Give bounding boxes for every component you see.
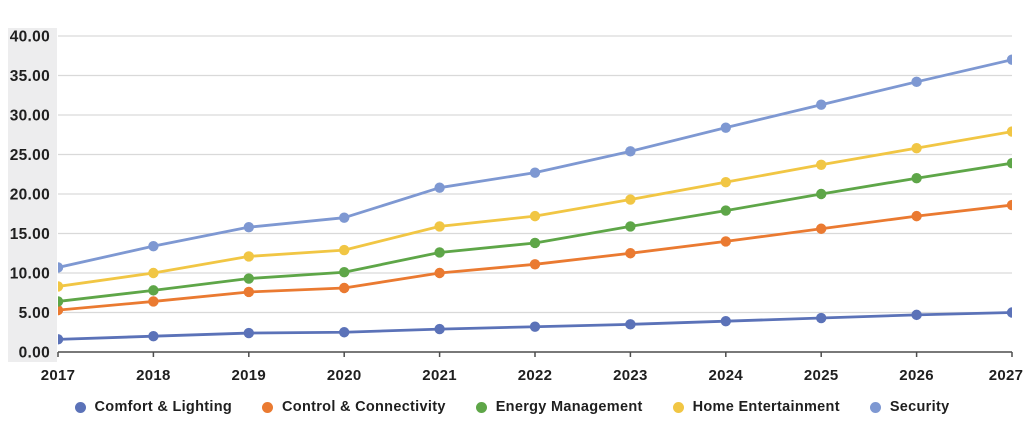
series-line-security [58,58,1012,269]
data-point-home-entertainment-2020 [339,244,350,256]
y-tick-label: 25.00 [10,147,50,164]
y-tick-label: 40.00 [10,29,50,46]
data-point-comfort-lighting-2027 [1006,307,1012,318]
x-tick-label: 2026 [899,367,934,384]
data-point-home-entertainment-2025 [816,159,827,170]
data-point-energy-management-2017 [58,296,64,307]
legend-item-control-connectivity: Control & Connectivity [262,399,446,415]
data-point-security-2019 [243,221,254,233]
data-point-home-entertainment-2021 [434,221,445,232]
y-axis-label-band [8,28,57,362]
data-point-comfort-lighting-2018 [148,331,159,342]
legend-label: Comfort & Lighting [94,399,233,415]
data-point-energy-management-2027 [1006,157,1012,169]
data-point-security-2025 [816,99,827,110]
y-tick-label: 30.00 [10,108,50,125]
data-point-comfort-lighting-2023 [625,319,636,330]
data-point-control-connectivity-2019 [243,286,254,298]
data-point-security-2018 [148,240,159,252]
legend-label: Energy Management [495,399,643,415]
x-tick-label: 2017 [41,367,76,384]
x-tick-label: 2023 [613,367,648,384]
data-point-control-connectivity-2025 [816,223,827,234]
x-tick-label: 2027 [989,367,1024,384]
chart-legend: Comfort & Lighting Control & Connectivity… [0,399,1024,415]
legend-dot-icon [475,401,487,413]
x-tick-label: 2021 [422,367,457,384]
y-tick-label: 10.00 [10,266,50,283]
y-tick-label: 35.00 [10,68,50,85]
data-point-comfort-lighting-2025 [816,312,827,324]
x-tick-label: 2025 [804,367,839,384]
data-point-security-2023 [625,146,636,157]
y-tick-label: 15.00 [10,226,50,243]
data-point-comfort-lighting-2017 [58,334,64,345]
data-point-security-2017 [58,262,64,273]
legend-item-home-entertainment: Home Entertainment [672,399,840,415]
series-line-energy-management [58,161,1012,303]
data-point-energy-management-2018 [148,285,159,296]
data-point-security-2020 [339,212,350,223]
data-point-home-entertainment-2017 [58,281,64,292]
data-point-energy-management-2026 [911,173,922,184]
data-point-comfort-lighting-2019 [243,327,254,339]
data-point-control-connectivity-2021 [434,267,445,279]
data-point-control-connectivity-2027 [1006,199,1012,211]
data-point-comfort-lighting-2026 [911,309,922,321]
data-point-control-connectivity-2020 [339,282,350,294]
data-point-security-2027 [1006,54,1012,65]
data-point-energy-management-2023 [625,221,636,232]
data-point-control-connectivity-2018 [148,296,159,307]
x-tick-label: 2018 [136,367,171,384]
data-point-security-2026 [911,76,922,88]
data-point-control-connectivity-2024 [720,236,731,247]
data-point-energy-management-2025 [816,188,827,200]
x-tick-label: 2022 [518,367,553,384]
data-point-control-connectivity-2022 [529,259,541,270]
x-tick-label: 2019 [232,367,267,384]
legend-dot-icon [262,401,274,413]
y-tick-label: 0.00 [19,345,50,362]
x-tick-label: 2024 [709,367,744,384]
x-tick-label: 2020 [327,367,362,384]
legend-label: Security [889,399,950,415]
data-point-comfort-lighting-2021 [434,323,445,335]
legend-item-energy-management: Energy Management [475,399,643,415]
legend-item-comfort-lighting: Comfort & Lighting [74,399,233,415]
data-point-energy-management-2024 [720,205,731,216]
data-point-home-entertainment-2026 [911,142,922,154]
y-tick-label: 20.00 [10,187,50,204]
legend-label: Control & Connectivity [282,399,446,415]
data-point-home-entertainment-2024 [720,176,731,188]
data-point-control-connectivity-2017 [58,304,64,316]
legend-label: Home Entertainment [692,399,840,415]
data-point-energy-management-2021 [434,247,445,258]
data-point-control-connectivity-2023 [625,248,636,259]
data-point-home-entertainment-2023 [625,194,636,205]
data-point-security-2022 [529,167,541,178]
data-point-home-entertainment-2022 [529,210,541,222]
data-point-control-connectivity-2026 [911,210,922,222]
data-point-energy-management-2019 [243,273,254,284]
data-point-home-entertainment-2019 [243,251,254,262]
data-point-comfort-lighting-2024 [720,315,731,327]
data-point-security-2024 [720,122,731,133]
series-group [58,54,1012,345]
data-point-security-2021 [434,182,445,193]
data-point-comfort-lighting-2022 [529,321,541,332]
data-point-comfort-lighting-2020 [339,327,350,338]
y-tick-label: 5.00 [19,305,50,322]
data-point-energy-management-2020 [339,267,350,278]
legend-dot-icon [672,401,684,413]
legend-item-security: Security [869,399,950,415]
data-point-energy-management-2022 [529,237,541,249]
data-point-home-entertainment-2027 [1006,126,1012,137]
legend-dot-icon [869,401,881,413]
legend-dot-icon [74,401,86,413]
data-point-home-entertainment-2018 [148,267,159,279]
